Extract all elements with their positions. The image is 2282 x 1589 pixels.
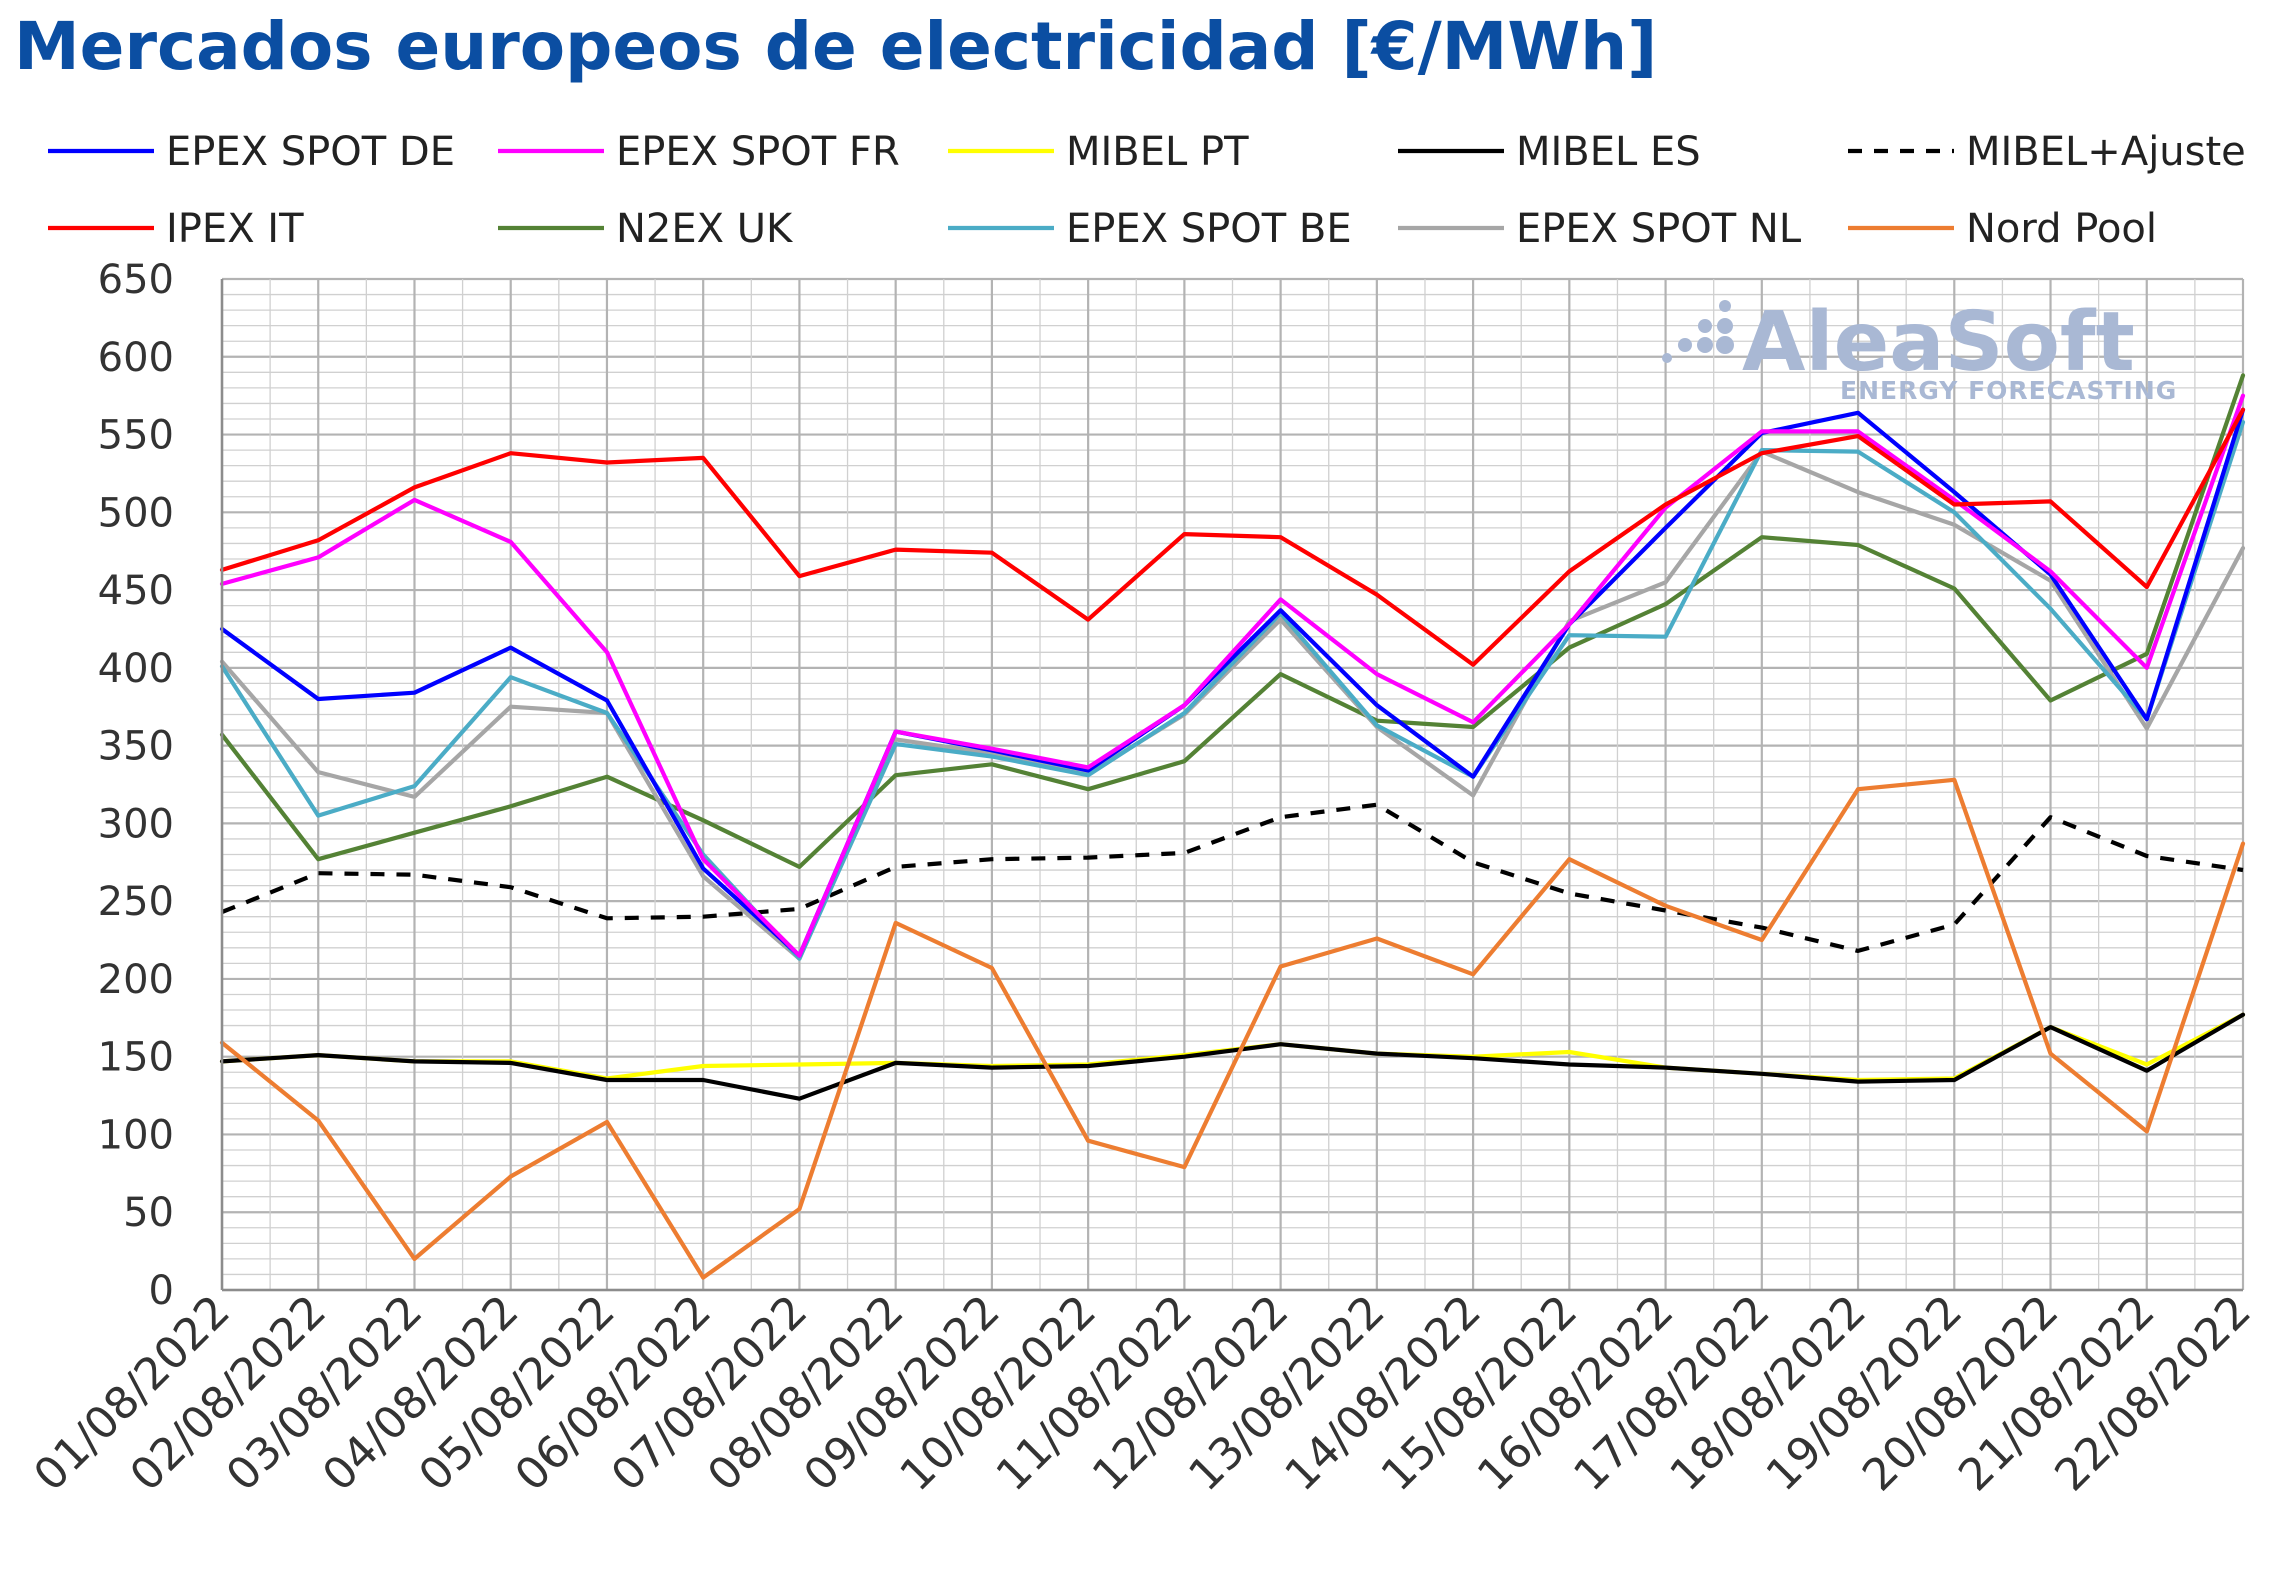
series-lines [219, 373, 2246, 1280]
legend-label-epex-spot-de: EPEX SPOT DE [166, 129, 455, 175]
series-line-epex-spot-nl [219, 449, 2246, 961]
legend-label-mibel-pt: MIBEL PT [1066, 129, 1249, 175]
y-tick-label: 350 [98, 724, 174, 770]
axes: 0501001502002503003504004505005506006500… [24, 257, 2260, 1501]
watermark-tagline: ENERGY FORECASTING [1840, 376, 2177, 405]
series-line-epex-spot-fr [219, 393, 2246, 958]
y-tick-label: 450 [98, 568, 174, 614]
series-line-mibel-es [219, 1012, 2246, 1101]
y-tick-label: 0 [149, 1268, 174, 1314]
legend-label-epex-spot-be: EPEX SPOT BE [1066, 206, 1352, 252]
y-tick-label: 150 [98, 1035, 174, 1081]
y-tick-label: 600 [98, 335, 174, 381]
aleasoft-logo-icon [1662, 300, 1734, 363]
series-line-mibel-ajuste [221, 802, 2244, 954]
series-line-ipex-it [219, 407, 2246, 667]
series-line-n2ex-uk [219, 373, 2246, 870]
y-tick-label: 550 [98, 413, 174, 459]
legend: EPEX SPOT DE EPEX SPOT FR MIBEL PT MIBEL ES… [48, 129, 2246, 252]
y-tick-label: 300 [98, 801, 174, 847]
legend-label-n2ex-uk: N2EX UK [616, 206, 794, 252]
chart-title: Mercados europeos de electricidad [€/MWh… [14, 8, 1658, 85]
legend-label-mibel-es: MIBEL ES [1516, 129, 1701, 175]
grid [220, 277, 2245, 1292]
legend-label-ipex-it: IPEX IT [166, 206, 304, 252]
watermark-brand: AleaSoft [1742, 295, 2135, 390]
legend-label-epex-spot-nl: EPEX SPOT NL [1516, 206, 1802, 252]
y-tick-label: 100 [98, 1112, 174, 1158]
y-tick-label: 650 [98, 257, 174, 303]
legend-label-epex-spot-fr: EPEX SPOT FR [616, 129, 900, 175]
series-line-epex-spot-be [219, 420, 2246, 961]
y-tick-label: 200 [98, 957, 174, 1003]
y-tick-label: 250 [98, 879, 174, 925]
y-tick-label: 400 [98, 646, 174, 692]
aleasoft-watermark: AleaSoft ENERGY FORECASTING [1662, 295, 2177, 405]
legend-label-nord-pool: Nord Pool [1966, 206, 2157, 252]
series-line-epex-spot-de [219, 407, 2246, 958]
series-line-nord-pool [219, 777, 2246, 1280]
y-tick-label: 50 [123, 1190, 174, 1236]
y-tick-label: 500 [98, 490, 174, 536]
legend-label-mibel-ajuste: MIBEL+Ajuste [1966, 129, 2246, 175]
